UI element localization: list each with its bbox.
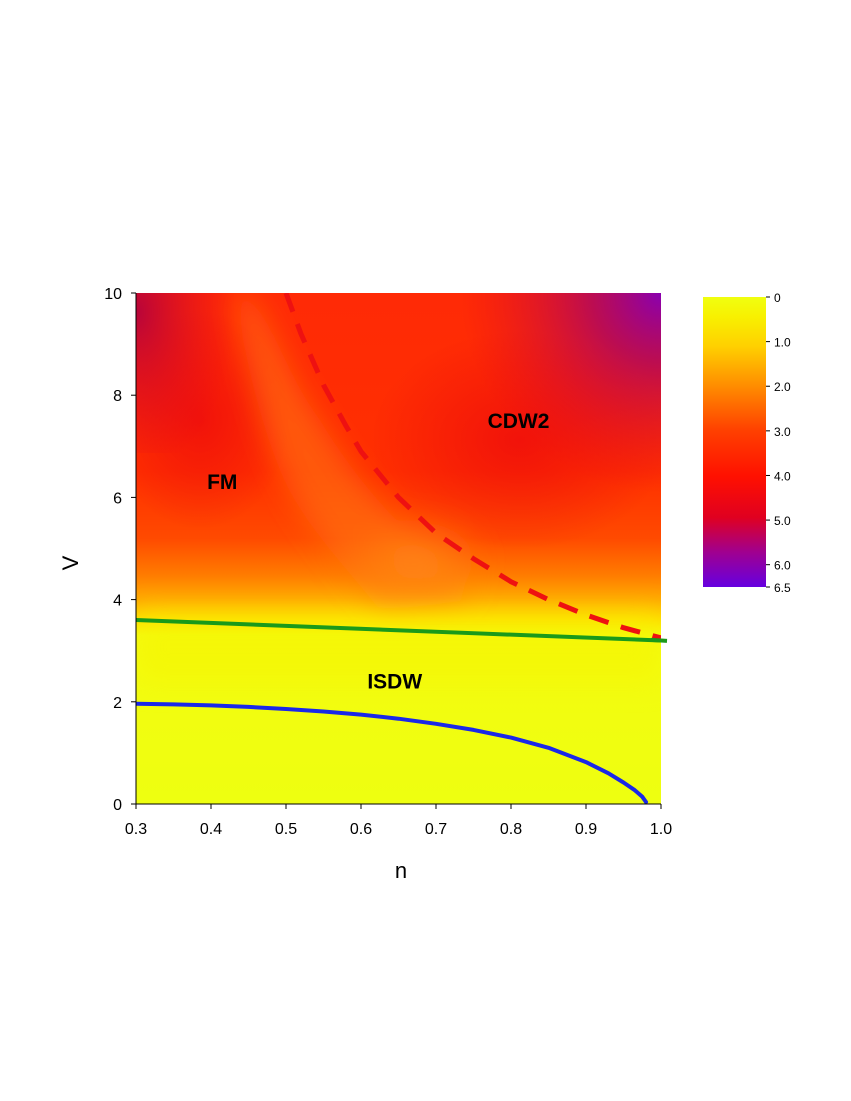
colorbar: 0 1.0 2.0 3.0 4.0 5.0 6.0 6.5 bbox=[703, 291, 791, 595]
x-tick-label: 0.8 bbox=[500, 821, 522, 838]
axes: 0.3 0.4 0.5 0.6 0.7 0.8 0.9 1.0 0 2 4 6 8 10 n V bbox=[58, 286, 672, 883]
colorbar-tick-label: 2.0 bbox=[774, 380, 791, 394]
x-axis-label: n bbox=[395, 858, 407, 883]
series-line-1 bbox=[136, 618, 661, 643]
series-line-2 bbox=[283, 293, 661, 641]
colorbar-tick-label: 0 bbox=[774, 291, 781, 305]
x-tick-label: 0.7 bbox=[425, 821, 447, 838]
heatmap-purple-corner-left bbox=[136, 293, 236, 453]
colorbar-tick-label: 4.0 bbox=[774, 469, 791, 483]
region-label-cdw2: CDW2 bbox=[488, 410, 550, 433]
y-tick-label: 8 bbox=[113, 388, 122, 405]
colorbar-ticks: 0 1.0 2.0 3.0 4.0 5.0 6.0 6.5 bbox=[766, 291, 791, 595]
colorbar-tick-label: 1.0 bbox=[774, 336, 791, 350]
x-tick-label: 0.6 bbox=[350, 821, 372, 838]
colorbar-gradient bbox=[703, 297, 766, 587]
phase-boundary-lines bbox=[136, 293, 661, 804]
y-axis-ticks: 0 2 4 6 8 10 bbox=[104, 286, 136, 814]
y-tick-label: 0 bbox=[113, 797, 122, 814]
x-tick-label: 1.0 bbox=[650, 821, 672, 838]
y-tick-label: 4 bbox=[113, 593, 122, 610]
x-tick-label: 0.4 bbox=[200, 821, 222, 838]
colorbar-tick-label: 5.0 bbox=[774, 514, 791, 528]
y-axis-label: V bbox=[58, 555, 83, 570]
heatmap-purple-corner-right bbox=[460, 293, 661, 493]
heatmap-field bbox=[136, 293, 661, 804]
y-tick-label: 6 bbox=[113, 490, 122, 507]
x-tick-label: 0.9 bbox=[575, 821, 597, 838]
colorbar-tick-label: 6.0 bbox=[774, 559, 791, 573]
series-line-1-overhang bbox=[650, 637, 668, 643]
region-labels: FM CDW2 ISDW bbox=[207, 410, 549, 694]
heatmap-orange-fan bbox=[235, 293, 490, 610]
region-label-isdw: ISDW bbox=[367, 670, 422, 693]
x-tick-label: 0.5 bbox=[275, 821, 297, 838]
x-tick-label: 0.3 bbox=[125, 821, 147, 838]
series-line-0 bbox=[136, 701, 648, 804]
colorbar-tick-label: 6.5 bbox=[774, 581, 791, 595]
y-tick-label: 10 bbox=[104, 286, 122, 303]
x-axis-ticks: 0.3 0.4 0.5 0.6 0.7 0.8 0.9 1.0 bbox=[125, 804, 672, 838]
colorbar-tick-label: 3.0 bbox=[774, 425, 791, 439]
region-label-fm: FM bbox=[207, 471, 237, 494]
y-tick-label: 2 bbox=[113, 695, 122, 712]
